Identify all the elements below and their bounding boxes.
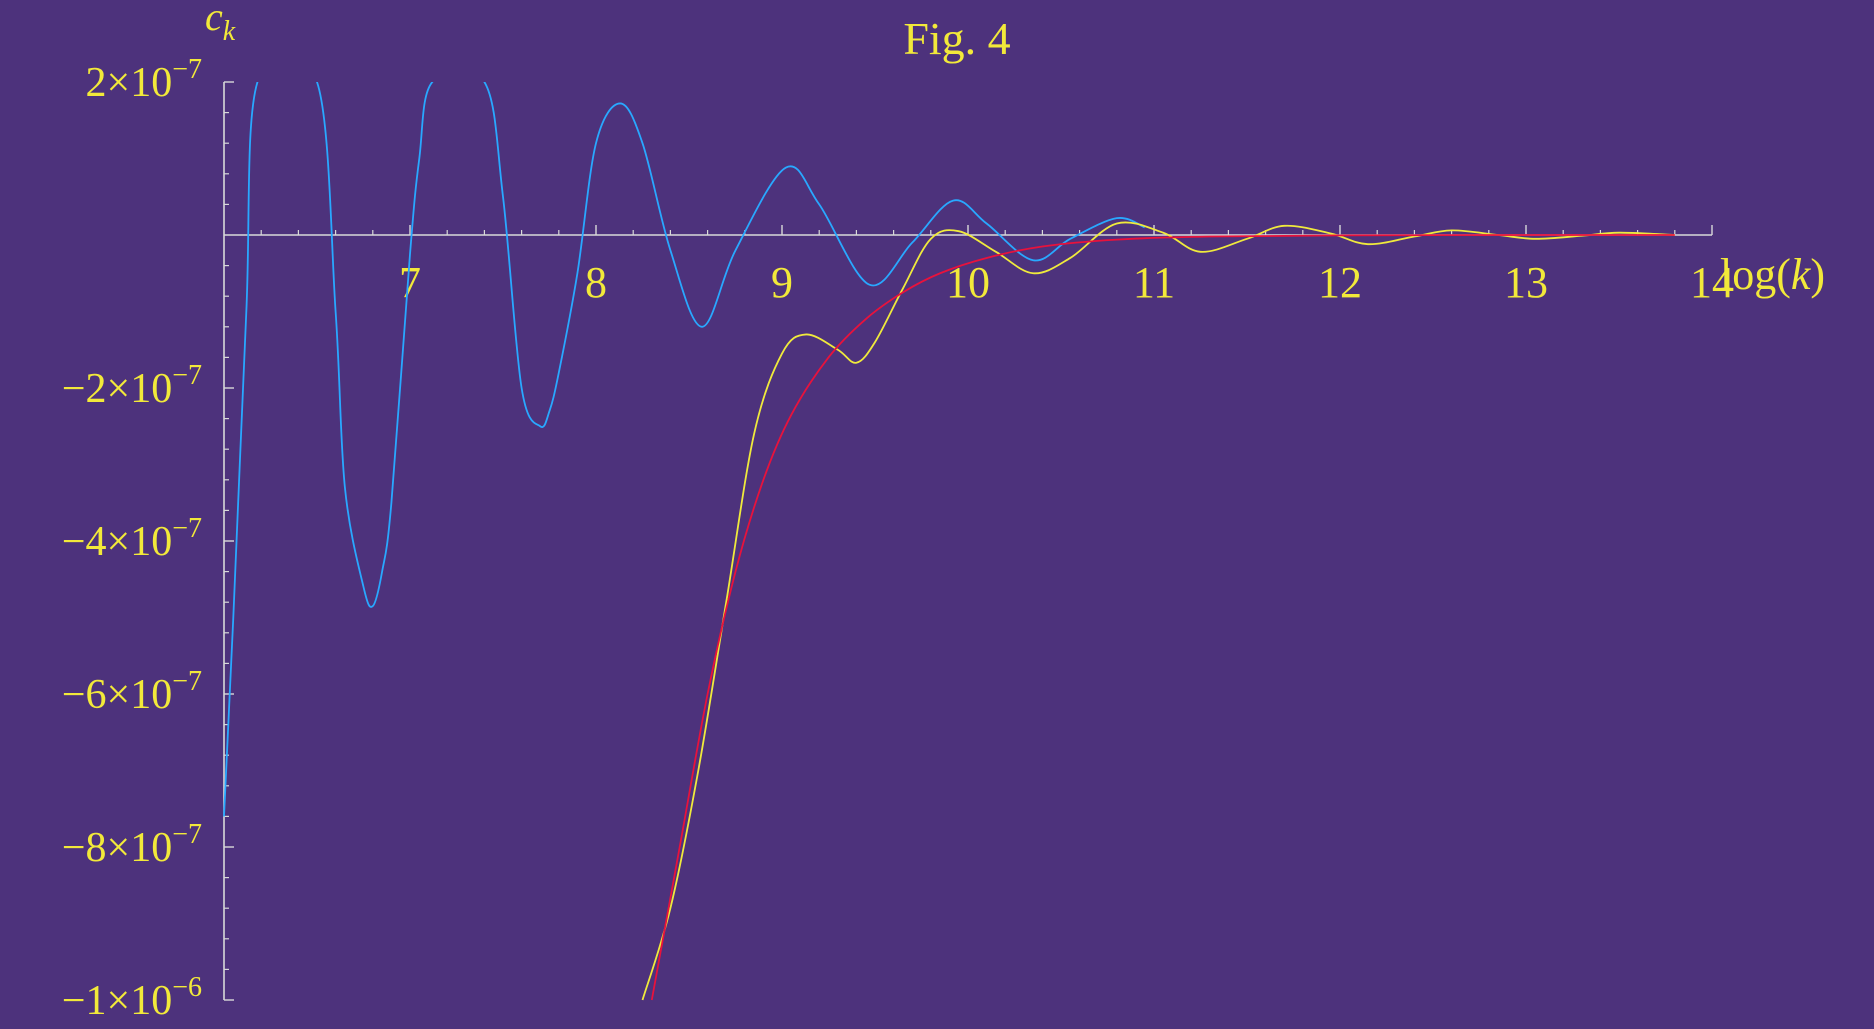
x-tick-label: 14 (1690, 258, 1734, 307)
y-tick-label: −6×10−7 (62, 666, 202, 718)
y-tick-label: −2×10−7 (62, 360, 202, 412)
x-axis-label-suffix: ) (1810, 250, 1825, 299)
y-ticks: 2×10−7−2×10−7−4×10−7−6×10−7−8×10−7−1×10−… (62, 54, 234, 1024)
y-tick-label: 2×10−7 (86, 54, 202, 106)
x-tick-label: 8 (585, 258, 607, 307)
x-axis-label-prefix: log( (1720, 250, 1791, 299)
y-tick-label-exponent: −7 (172, 513, 202, 544)
y-tick-label-exponent: −7 (172, 666, 202, 697)
x-ticks: 7 8 9 10 11 12 13 14 (399, 225, 1734, 307)
y-axis-label-subscript: k (223, 16, 236, 47)
y-tick-label: −4×10−7 (62, 513, 202, 565)
x-tick-label: 12 (1318, 258, 1362, 307)
chart-title: Fig. 4 (903, 13, 1010, 64)
x-tick-label: 7 (399, 258, 421, 307)
x-axis-label-variable: k (1791, 250, 1812, 299)
x-tick-label: 11 (1133, 258, 1175, 307)
y-tick-label-exponent: −7 (172, 360, 202, 391)
y-tick-label-mantissa: −4×10 (62, 519, 172, 565)
x-axis-label: log(k) (1720, 250, 1825, 299)
series-line-1 (223, 82, 1146, 817)
y-tick-label-mantissa: 2×10 (86, 60, 173, 106)
series-line-3 (650, 234, 1675, 1001)
series-layer (223, 82, 1675, 1001)
y-tick-label: −8×10−7 (62, 819, 202, 871)
y-tick-label-mantissa: −2×10 (62, 366, 172, 412)
y-tick-label-mantissa: −6×10 (62, 672, 172, 718)
x-tick-label: 10 (946, 258, 990, 307)
y-tick-label-exponent: −7 (172, 819, 202, 850)
y-tick-label: −1×10−6 (62, 972, 202, 1024)
series-line-2 (641, 221, 1675, 1001)
y-tick-label-exponent: −7 (172, 54, 202, 85)
y-axis-label-main: c (205, 0, 223, 39)
y-tick-label-exponent: −6 (172, 972, 202, 1003)
y-tick-label-mantissa: −8×10 (62, 825, 172, 871)
x-tick-label: 9 (771, 258, 793, 307)
x-tick-label: 13 (1504, 258, 1548, 307)
y-axis-label: ck (205, 0, 236, 47)
y-tick-label-mantissa: −1×10 (62, 978, 172, 1024)
